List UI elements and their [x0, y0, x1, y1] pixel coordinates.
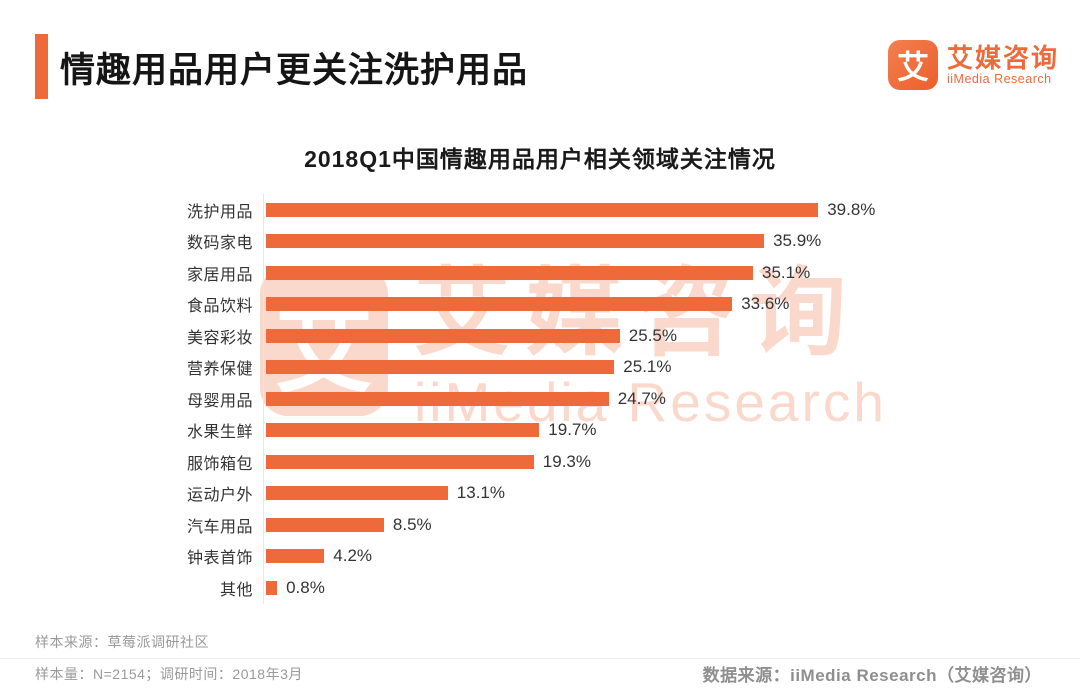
value-label: 13.1%: [456, 483, 505, 503]
category-label: 钟表首饰: [186, 550, 253, 568]
bar-row: 家居用品 35.1%: [0, 257, 1080, 289]
bar: [266, 265, 753, 280]
bar-row: 美容彩妆 25.5%: [0, 320, 1080, 352]
category-label: 母婴用品: [186, 392, 253, 410]
brand-logo-text: 艾媒咨询 iiMedia Research: [947, 44, 1059, 87]
bar-row: 运动户外 13.1%: [0, 478, 1080, 510]
bar-row: 营养保健 25.1%: [0, 352, 1080, 384]
bar-row: 服饰箱包 19.3%: [0, 446, 1080, 478]
footer-divider: [0, 658, 1080, 659]
bar-track: 35.1%: [266, 263, 810, 283]
page-title: 情趣用品用户更关注洗护用品: [60, 51, 529, 90]
bar-track: 33.6%: [266, 294, 789, 314]
bar-track: 35.9%: [266, 231, 821, 251]
data-source-note: 数据来源：iiMedia Research（艾媒咨询）: [702, 666, 1042, 685]
bar-row: 水果生鲜 19.7%: [0, 415, 1080, 447]
bar-track: 8.5%: [266, 515, 432, 535]
brand-logo-icon: 艾: [888, 40, 938, 90]
category-label: 数码家电: [186, 235, 253, 253]
bar-row: 数码家电 35.9%: [0, 226, 1080, 258]
category-label: 美容彩妆: [186, 329, 253, 347]
value-label: 35.9%: [773, 231, 822, 251]
category-label: 运动户外: [186, 487, 253, 505]
title-accent-bar: [35, 34, 48, 99]
category-label: 水果生鲜: [186, 424, 253, 442]
bar-track: 19.3%: [266, 452, 591, 472]
bar-track: 19.7%: [266, 420, 597, 440]
category-label: 食品饮料: [186, 298, 253, 316]
bar: [266, 423, 540, 438]
brand-name-cn: 艾媒咨询: [947, 42, 1060, 73]
category-label: 服饰箱包: [186, 455, 253, 473]
bar: [266, 391, 609, 406]
bar-row: 钟表首饰 4.2%: [0, 541, 1080, 573]
bar-row: 母婴用品 24.7%: [0, 383, 1080, 415]
bar: [266, 549, 325, 564]
value-label: 39.8%: [827, 199, 876, 219]
value-label: 33.6%: [741, 294, 790, 314]
value-label: 19.3%: [542, 451, 591, 471]
bar-track: 39.8%: [266, 200, 875, 220]
value-label: 8.5%: [392, 514, 432, 534]
value-label: 0.8%: [286, 577, 325, 597]
bar-track: 24.7%: [266, 389, 666, 409]
bar-row: 洗护用品 39.8%: [0, 194, 1080, 226]
bar-row: 其他 0.8%: [0, 572, 1080, 604]
y-axis-line: [263, 194, 264, 604]
bar: [266, 202, 819, 217]
sample-size-note: 样本量：N=2154；调研时间：2018年3月: [35, 666, 303, 682]
bar: [266, 297, 733, 312]
bar-track: 4.2%: [266, 546, 372, 566]
category-label: 汽车用品: [186, 518, 253, 536]
category-label: 家居用品: [186, 266, 253, 284]
category-label: 其他: [219, 581, 253, 599]
bar: [266, 580, 278, 595]
bar: [266, 234, 765, 249]
value-label: 24.7%: [617, 388, 666, 408]
brand-logo: 艾 艾媒咨询 iiMedia Research: [888, 40, 1059, 90]
bar-track: 0.8%: [266, 578, 325, 598]
bar: [266, 360, 615, 375]
bar: [266, 486, 448, 501]
bar-row: 汽车用品 8.5%: [0, 509, 1080, 541]
brand-name-en: iiMedia Research: [947, 72, 1052, 87]
bar-track: 13.1%: [266, 483, 505, 503]
bar-track: 25.5%: [266, 326, 677, 346]
value-label: 19.7%: [548, 420, 597, 440]
bar-rows: 洗护用品 39.8% 数码家电 35.9% 家居用品 35.1% 食品饮料 33.6% 美容彩妆…: [0, 194, 1080, 604]
bar-row: 食品饮料 33.6%: [0, 289, 1080, 321]
bar: [266, 454, 534, 469]
bar: [266, 328, 620, 343]
bar-track: 25.1%: [266, 357, 672, 377]
value-label: 25.5%: [628, 325, 677, 345]
category-label: 洗护用品: [186, 203, 253, 221]
value-label: 25.1%: [623, 357, 672, 377]
bar: [266, 517, 384, 532]
chart-title: 2018Q1中国情趣用品用户相关领域关注情况: [304, 146, 776, 172]
category-label: 营养保健: [186, 361, 253, 379]
value-label: 35.1%: [762, 262, 811, 282]
sample-source-note: 样本来源：草莓派调研社区: [35, 634, 209, 650]
value-label: 4.2%: [333, 546, 373, 566]
